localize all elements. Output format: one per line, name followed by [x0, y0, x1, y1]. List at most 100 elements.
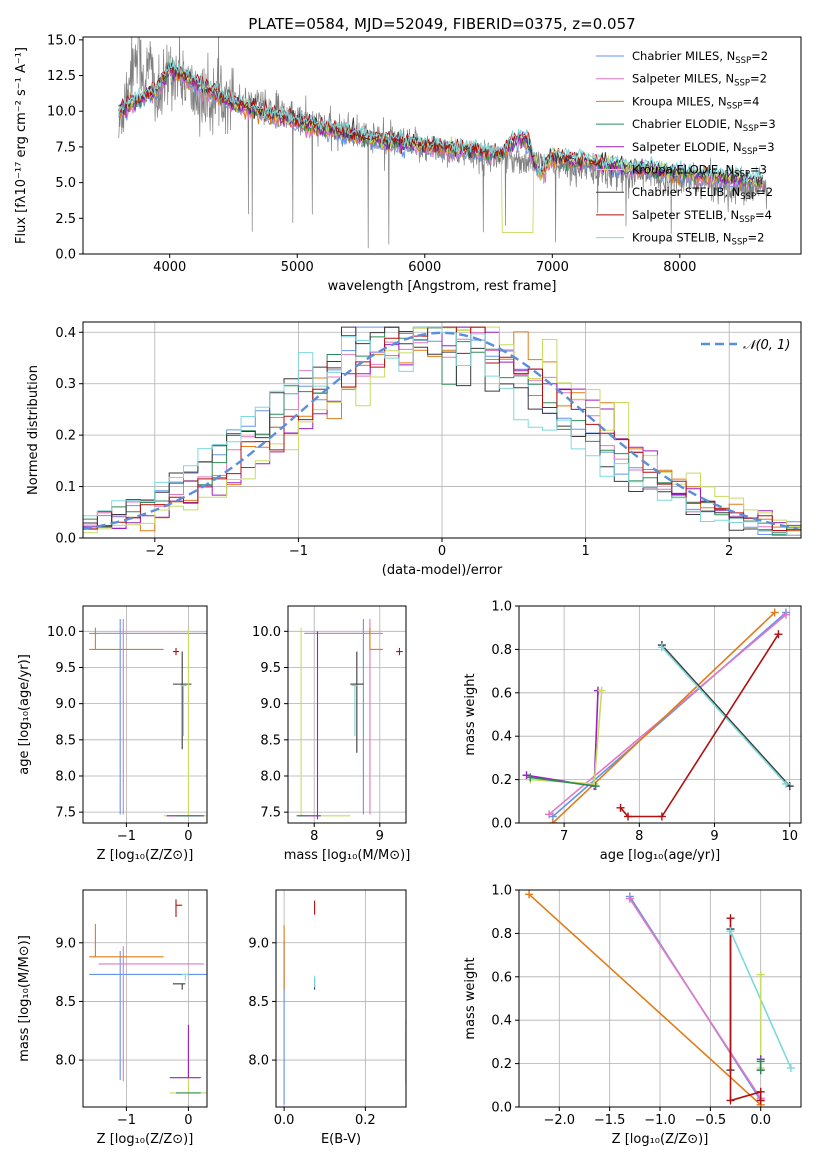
axes-residuals: −2 −1 0 1 2 0.0 0.1 0.2 0.3 0.4 (data-model)/error…	[26, 321, 802, 578]
legend-entry: Kroupa ELODIE, NSSP=3	[632, 163, 767, 180]
errorbar-point	[297, 627, 351, 817]
y-tick-label: 1.0	[491, 884, 512, 899]
y-tick-label: 0.6	[491, 970, 512, 985]
errorbar-point	[350, 651, 364, 753]
errorbar-point	[89, 924, 164, 958]
y-tick-label: 0.0	[491, 817, 512, 832]
normal-curve-line	[83, 331, 799, 531]
x-tick-label: 8	[635, 829, 643, 844]
y-tick-label: 0.4	[491, 1014, 512, 1029]
y-tick-label: 9.0	[55, 936, 76, 951]
x-tick-label: 0.2	[355, 1113, 376, 1128]
plus-marker	[770, 608, 779, 617]
x-axis-label: Z [log₁₀(Z/Z⊙)]	[97, 1132, 194, 1147]
x-axis-label: wavelength [Angstrom, rest frame]	[328, 279, 557, 294]
plus-marker	[526, 773, 535, 782]
axes-spectrum: 4000 5000 6000 7000 8000 0.0 2.5 5.0 7.5 10.0 12.5…	[14, 15, 802, 294]
y-tick-label: 9.0	[55, 697, 76, 712]
errorbar-point	[163, 627, 207, 817]
y-tick-label: 10.0	[47, 105, 76, 120]
mass-weight-line	[661, 646, 787, 785]
axes-frame	[287, 605, 407, 824]
x-axis-label: E(B-V)	[321, 1132, 361, 1147]
x-tick-label: 2	[725, 544, 733, 559]
plus-marker	[786, 1063, 795, 1072]
y-tick-label: 0.2	[491, 1057, 512, 1072]
plus-marker	[756, 1087, 765, 1096]
errorbar-point	[89, 950, 207, 1081]
x-tick-label: 7000	[536, 260, 569, 275]
y-axis-label: age [log₁₀(age/yr)]	[17, 654, 32, 775]
plus-marker	[726, 927, 735, 936]
y-axis-label: Flux [fλ10⁻¹⁷ erg cm⁻² s⁻¹ A⁻¹]	[14, 47, 29, 244]
plus-marker	[624, 812, 633, 821]
y-tick-label: 0.2	[491, 773, 512, 788]
y-tick-label: 5.0	[55, 176, 76, 191]
x-tick-label: 7	[560, 829, 568, 844]
histogram-step-line	[83, 326, 801, 529]
y-axis-label: mass weight	[463, 673, 478, 755]
y-tick-label: 9.0	[260, 697, 281, 712]
errorbar-point	[172, 647, 180, 656]
y-tick-label: 0.8	[491, 927, 512, 942]
x-axis-label: age [log₁₀(age/yr)]	[600, 848, 721, 863]
y-tick-label: 7.5	[55, 806, 76, 821]
y-tick-label: 0.2	[55, 429, 76, 444]
y-tick-label: 8.5	[248, 995, 269, 1010]
plus-marker	[657, 812, 666, 821]
plot-area	[118, 37, 770, 249]
plus-marker	[597, 686, 606, 695]
plus-marker	[756, 970, 765, 979]
y-tick-label: 0.1	[55, 480, 76, 495]
x-tick-label: −1.5	[594, 1113, 626, 1128]
mass-weight-line	[526, 690, 599, 788]
legend-entry: Salpeter STELIB, NSSP=4	[632, 208, 772, 225]
mass-weight-line	[629, 898, 762, 1099]
plus-marker	[774, 630, 783, 639]
y-tick-label: 2.5	[55, 212, 76, 227]
axes-massweight_vs_Z: −2.0 −1.5 −1.0 −0.5 0.0 0.0 0.2 0.4 0.6 0.8 1.0 Z […	[463, 884, 802, 1147]
errorbar-point	[175, 899, 183, 917]
errorbar-point	[89, 627, 164, 650]
plot-area	[89, 619, 207, 817]
x-tick-label: 10	[781, 829, 798, 844]
chart-title: PLATE=0584, MJD=52049, FIBERID=0375, z=0…	[248, 15, 635, 33]
x-tick-label: 0	[184, 829, 192, 844]
plot-area	[83, 326, 801, 536]
mass-weight-line	[530, 776, 596, 787]
plus-marker	[726, 1096, 735, 1105]
x-tick-label: 5000	[281, 260, 314, 275]
y-tick-label: 0.4	[55, 326, 76, 341]
plus-marker	[756, 1057, 765, 1066]
x-axis-label: Z [log₁₀(Z/Z⊙)]	[612, 1132, 709, 1147]
y-tick-label: 15.0	[47, 33, 76, 48]
y-tick-label: 9.5	[260, 661, 281, 676]
plus-marker	[525, 890, 534, 899]
y-tick-label: 8.5	[55, 995, 76, 1010]
axes-mass_vs_EBV: 0.0 0.2 8.0 8.5 9.0 E(B-V)	[248, 889, 407, 1147]
plus-marker	[756, 1096, 765, 1105]
y-tick-label: 9.5	[55, 661, 76, 676]
legend-entry: 𝒩(0, 1)	[743, 338, 790, 353]
axes-mass_vs_Z: −1 0 8.0 8.5 9.0 Z [log₁₀(Z/Z⊙)] mass [log₁₀(M…	[17, 889, 208, 1147]
errorbar-point	[98, 619, 204, 815]
y-tick-label: 8.0	[260, 769, 281, 784]
plus-marker	[781, 610, 790, 619]
x-tick-label: 8000	[663, 260, 696, 275]
y-axis-label: Normed distribution	[26, 365, 41, 495]
y-tick-label: 8.5	[260, 733, 281, 748]
errorbar-point	[369, 627, 384, 650]
x-tick-label: −2	[145, 544, 164, 559]
plus-marker	[591, 782, 600, 791]
mass-weight-line	[619, 633, 780, 818]
errorbar-point	[172, 983, 186, 990]
y-axis-label: mass [log₁₀(M/M⊙)]	[17, 935, 32, 1062]
x-tick-label: 8	[310, 829, 318, 844]
axes-frame	[82, 605, 208, 824]
x-axis-label: (data-model)/error	[382, 563, 503, 578]
y-tick-label: 0.3	[55, 377, 76, 392]
x-tick-label: 0.0	[750, 1113, 771, 1128]
y-tick-label: 8.0	[248, 1054, 269, 1069]
y-tick-label: 7.5	[55, 140, 76, 155]
